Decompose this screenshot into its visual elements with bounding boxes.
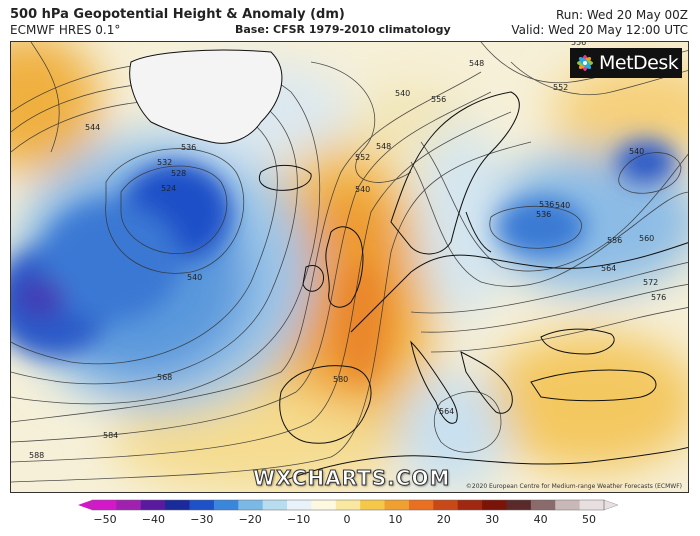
colorbar-tick-label: −10 bbox=[286, 513, 311, 526]
colorbar-tick-label: 30 bbox=[485, 513, 500, 526]
model-name: ECMWF HRES 0.1° bbox=[10, 23, 121, 37]
colorbar-segment bbox=[384, 500, 410, 510]
colorbar-tick-label: −30 bbox=[190, 513, 214, 526]
colorbar-tick-label: 50 bbox=[582, 513, 596, 526]
colorbar-segment bbox=[457, 500, 483, 510]
colorbar-segment bbox=[262, 500, 288, 510]
contour-label: 564 bbox=[601, 264, 616, 273]
run-time: Run: Wed 20 May 00Z bbox=[555, 8, 688, 22]
colorbar-segment bbox=[506, 500, 532, 510]
contour-label: 580 bbox=[333, 375, 348, 384]
colorbar-segment bbox=[335, 500, 361, 510]
climatology-base: Base: CFSR 1979-2010 climatology bbox=[235, 23, 451, 36]
contour-label: 576 bbox=[651, 293, 666, 302]
colorbar-segment bbox=[579, 500, 605, 510]
colorbar-segment bbox=[287, 500, 312, 510]
colorbar-segment bbox=[482, 500, 507, 510]
contour-label: 548 bbox=[376, 142, 391, 151]
contour-label: 560 bbox=[639, 234, 654, 243]
contour-label: 552 bbox=[553, 83, 568, 92]
colorbar-segment bbox=[116, 500, 142, 510]
colorbar-segment bbox=[433, 500, 459, 510]
colorbar-min-arrow bbox=[78, 500, 92, 510]
contour-label: 556 bbox=[607, 236, 622, 245]
colorbar-tick-label: −20 bbox=[238, 513, 262, 526]
colorbar-segment bbox=[311, 500, 337, 510]
copyright-notice: ©2020 European Centre for Medium-range W… bbox=[465, 483, 682, 490]
contour-label: 556 bbox=[431, 95, 446, 104]
chart-title: 500 hPa Geopotential Height & Anomaly (d… bbox=[10, 7, 345, 22]
colorbar-tick-label: 20 bbox=[436, 513, 451, 526]
contour-label: 540 bbox=[395, 89, 410, 98]
contour-label: 544 bbox=[85, 123, 100, 132]
colorbar-segment bbox=[140, 500, 166, 510]
contour-label: 524 bbox=[161, 184, 176, 193]
colorbar-segment bbox=[360, 500, 386, 510]
colorbar-segment bbox=[238, 500, 264, 510]
contour-label: 536 bbox=[539, 200, 554, 209]
colorbar-max-arrow bbox=[603, 499, 618, 511]
colorbar-segment bbox=[555, 500, 581, 510]
colorbar-segment bbox=[408, 500, 434, 510]
colorbar-segment bbox=[213, 500, 239, 510]
colorbar-segment bbox=[189, 500, 215, 510]
contour-label: 540 bbox=[187, 273, 202, 282]
metdesk-flower-icon bbox=[577, 55, 593, 71]
colorbar-segment bbox=[92, 500, 117, 510]
contour-label: 540 bbox=[629, 147, 644, 156]
contour-label: 572 bbox=[643, 278, 658, 287]
anomaly-colorbar bbox=[78, 499, 618, 511]
contour-label: 540 bbox=[555, 201, 570, 210]
contour-label: 528 bbox=[171, 169, 186, 178]
contour-label: 536 bbox=[181, 143, 196, 152]
contour-label: 540 bbox=[355, 185, 370, 194]
colorbar-tick-label: −50 bbox=[93, 513, 117, 526]
colorbar-tick-label: 10 bbox=[388, 513, 403, 526]
wxcharts-watermark: WXCHARTS.COM bbox=[252, 466, 451, 491]
contour-label: 552 bbox=[355, 153, 370, 162]
contour-label: 588 bbox=[29, 451, 44, 460]
weather-map: 552 540 544 536 532 528 524 540 548 552 … bbox=[10, 41, 689, 493]
colorbar-tick-label: 40 bbox=[533, 513, 548, 526]
anomaly-map-canvas: 552 540 544 536 532 528 524 540 548 552 … bbox=[11, 42, 688, 492]
contour-label: 532 bbox=[157, 158, 172, 167]
colorbar-tick-label: −40 bbox=[141, 513, 165, 526]
colorbar-segment bbox=[530, 500, 556, 510]
contour-label: 556 bbox=[571, 42, 586, 47]
contour-label: 584 bbox=[103, 431, 118, 440]
contour-label: 536 bbox=[536, 210, 551, 219]
colorbar-segment bbox=[165, 500, 191, 510]
contour-label: 548 bbox=[469, 59, 484, 68]
contour-label: 568 bbox=[157, 373, 172, 382]
metdesk-logo: MetDesk bbox=[570, 48, 682, 78]
colorbar-tick-label: 0 bbox=[343, 513, 351, 526]
contour-label: 564 bbox=[439, 407, 454, 416]
metdesk-logo-text: MetDesk bbox=[599, 52, 679, 74]
valid-time: Valid: Wed 20 May 12:00 UTC bbox=[511, 23, 688, 37]
